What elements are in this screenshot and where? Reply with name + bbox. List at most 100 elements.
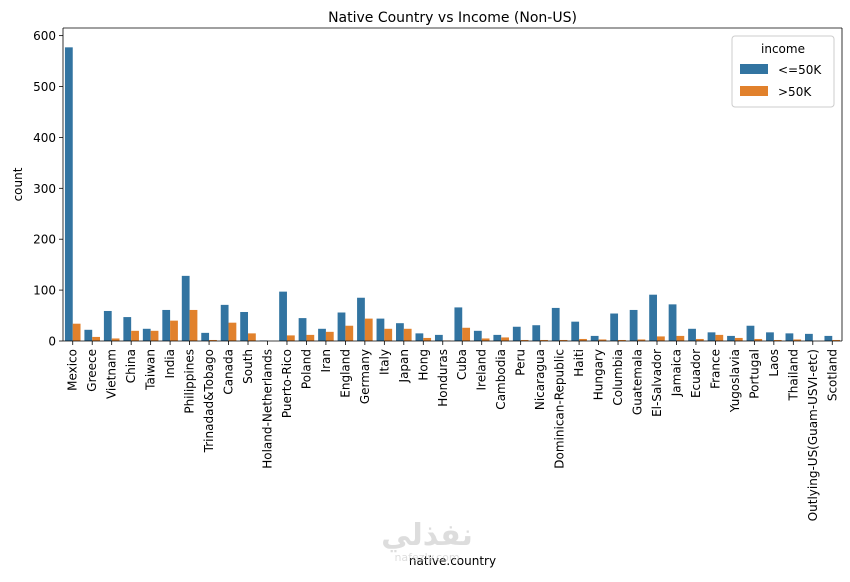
x-tick-label: Ecuador	[689, 349, 703, 398]
bar-le50k	[610, 313, 619, 341]
bar-gt50k	[481, 338, 490, 341]
x-tick-label: Peru	[514, 349, 528, 376]
bar-le50k	[824, 335, 833, 341]
x-tick-label: Greece	[85, 349, 99, 392]
bar-le50k	[84, 329, 93, 341]
bar-gt50k	[579, 338, 587, 341]
bar-gt50k	[403, 328, 412, 341]
x-tick-label: Mexico	[66, 349, 80, 391]
bar-le50k	[201, 332, 210, 341]
bar-gt50k	[676, 335, 685, 341]
bar-gt50k	[384, 328, 393, 341]
x-tick-label: Columbia	[611, 349, 625, 406]
bar-le50k	[766, 332, 774, 341]
x-tick-label: Germany	[358, 349, 372, 404]
legend-label: <=50K	[778, 63, 822, 77]
bar-le50k	[64, 47, 73, 342]
bar-le50k	[571, 321, 580, 341]
bar-le50k	[279, 291, 287, 341]
x-tick-label: Italy	[377, 349, 391, 375]
chart-title: Native Country vs Income (Non-US)	[328, 10, 577, 26]
bar-le50k	[396, 323, 404, 341]
bar-le50k	[415, 333, 424, 341]
x-axis-label: native.country	[409, 554, 496, 568]
bar-gt50k	[423, 337, 432, 341]
bar-gt50k	[734, 337, 743, 341]
bar-le50k	[727, 335, 735, 341]
x-tick-label: Outlying-US(Guam-USVI-etc)	[806, 349, 820, 521]
bar-le50k	[688, 328, 696, 341]
bar-gt50k	[131, 330, 139, 341]
bar-le50k	[668, 304, 677, 341]
bar-le50k	[434, 334, 443, 341]
bar-le50k	[532, 325, 541, 341]
bar-gt50k	[111, 338, 120, 341]
bar-le50k	[376, 318, 385, 341]
x-tick-label: Yugoslavia	[728, 349, 742, 413]
x-tick-label: Thailand	[786, 349, 800, 402]
x-tick-label: China	[124, 349, 138, 383]
bar-gt50k	[286, 335, 295, 341]
y-tick-label: 0	[48, 335, 56, 349]
x-tick-label: Cambodia	[494, 349, 508, 410]
bar-gt50k	[170, 320, 178, 341]
bar-le50k	[142, 328, 151, 341]
bar-le50k	[473, 330, 482, 341]
x-tick-label: India	[163, 349, 177, 378]
bar-gt50k	[364, 318, 373, 341]
bar-gt50k	[189, 309, 198, 341]
bar-gt50k	[618, 339, 626, 341]
bar-le50k	[240, 311, 249, 341]
x-tick-label: Jamaica	[669, 349, 683, 397]
x-tick-label: Portugal	[747, 349, 761, 399]
bar-gt50k	[637, 339, 646, 341]
bar-le50k	[493, 334, 502, 341]
bar-gt50k	[501, 337, 509, 341]
bar-gt50k	[325, 331, 334, 341]
bar-le50k	[220, 304, 229, 341]
x-tick-label: Dominican-Republic	[553, 349, 567, 469]
bar-le50k	[298, 318, 307, 341]
x-tick-label: Honduras	[436, 349, 450, 407]
x-tick-label: Scotland	[825, 349, 839, 401]
bar-gt50k	[345, 325, 354, 341]
bar-le50k	[785, 333, 794, 341]
x-tick-label: Canada	[222, 349, 236, 395]
legend-swatch	[740, 64, 768, 74]
y-tick-label: 300	[33, 182, 56, 196]
bar-le50k	[181, 275, 190, 341]
x-tick-label: Taiwan	[144, 349, 158, 391]
x-tick-label: Vietnam	[105, 349, 119, 399]
x-tick-label: Hong	[416, 349, 430, 381]
bar-le50k	[512, 326, 521, 341]
x-tick-label: France	[708, 349, 722, 389]
bar-gt50k	[793, 339, 802, 341]
bar-gt50k	[72, 323, 81, 341]
x-tick-label: Nicaragua	[533, 349, 547, 410]
x-tick-label: El-Salvador	[650, 349, 664, 417]
bar-gt50k	[695, 338, 704, 341]
legend-title: income	[761, 42, 805, 56]
bar-le50k	[649, 294, 657, 341]
bar-gt50k	[462, 327, 471, 341]
bar-gt50k	[559, 339, 568, 341]
y-axis-label: count	[11, 167, 25, 201]
x-tick-label: Philippines	[183, 349, 197, 414]
y-tick-label: 100	[33, 284, 56, 298]
bar-le50k	[590, 335, 599, 341]
bar-gt50k	[773, 339, 782, 341]
bar-le50k	[337, 312, 346, 341]
x-tick-label: Iran	[319, 349, 333, 372]
bar-le50k	[103, 310, 112, 341]
bar-le50k	[629, 309, 638, 341]
x-tick-label: Trinadad&Tobago	[202, 349, 216, 453]
bar-gt50k	[832, 339, 841, 341]
bar-gt50k	[248, 333, 256, 341]
y-tick-label: 600	[33, 29, 56, 43]
x-tick-label: Japan	[397, 349, 411, 383]
x-tick-label: Cuba	[455, 349, 469, 380]
x-tick-label: South	[241, 349, 255, 384]
x-tick-label: Laos	[767, 349, 781, 377]
x-tick-label: Poland	[299, 349, 313, 389]
